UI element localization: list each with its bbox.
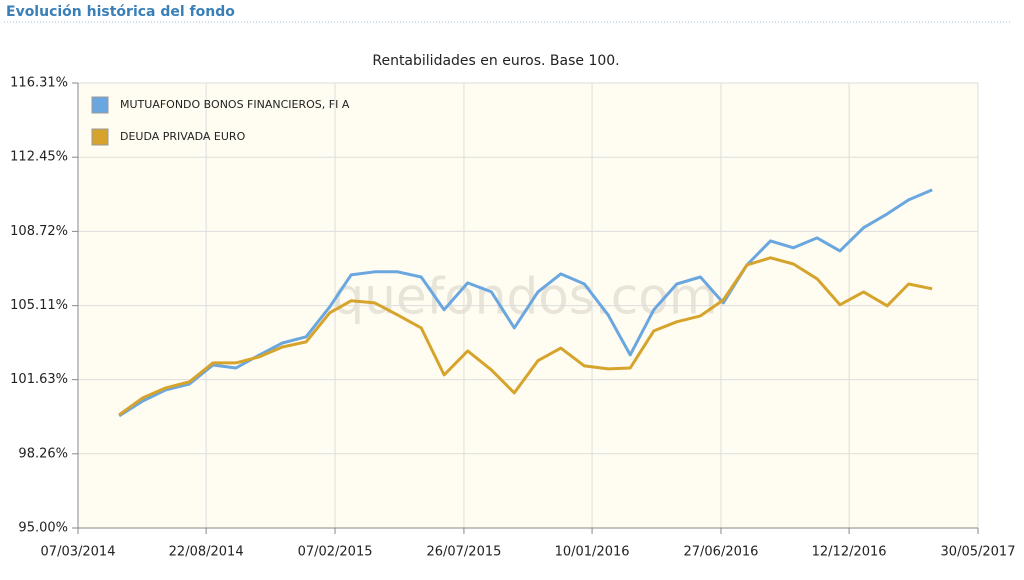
watermark: quefondos.com [332,268,717,326]
legend-swatch [91,96,109,114]
legend-swatch [91,128,109,146]
y-tick-label: 112.45% [10,150,68,165]
y-tick-label: 116.31% [10,76,68,91]
x-tick-label: 10/01/2016 [555,545,630,560]
y-tick-label: 108.72% [10,224,68,239]
y-tick-label: 101.63% [10,372,68,387]
x-tick-label: 30/05/2017 [941,545,1016,560]
y-tick-label: 105.11% [10,298,68,313]
x-tick-label: 12/12/2016 [812,545,887,560]
legend-label: MUTUAFONDO BONOS FINANCIEROS, FI A [120,98,350,111]
x-tick-label: 07/02/2015 [298,545,373,560]
y-tick-label: 98.26% [18,446,68,461]
page-title: Evolución histórica del fondo [6,4,235,20]
y-tick-label: 95.00% [18,521,68,536]
x-tick-label: 22/08/2014 [169,545,244,560]
x-tick-label: 27/06/2016 [683,545,758,560]
legend-label: DEUDA PRIVADA EURO [120,130,246,143]
x-tick-label: 07/03/2014 [41,545,116,560]
chart-title: Rentabilidades en euros. Base 100. [372,53,619,69]
series-line [118,256,933,417]
x-tick-label: 26/07/2015 [426,545,501,560]
